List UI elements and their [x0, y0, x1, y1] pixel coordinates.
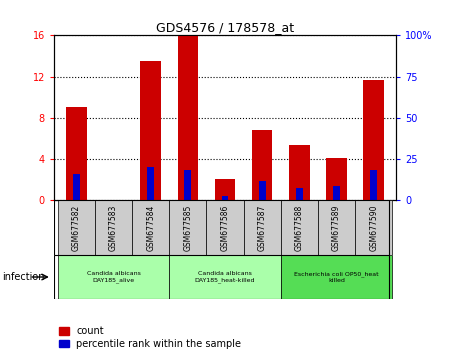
Text: GSM677585: GSM677585: [183, 204, 192, 251]
Bar: [243, 200, 281, 255]
Bar: [289, 145, 310, 200]
Text: Escherichia coli OP50_heat
killed: Escherichia coli OP50_heat killed: [294, 271, 379, 283]
Text: GSM677583: GSM677583: [109, 204, 118, 251]
Bar: [140, 61, 161, 200]
Bar: [178, 36, 198, 200]
Text: GSM677582: GSM677582: [72, 204, 81, 251]
Text: GSM677586: GSM677586: [220, 204, 230, 251]
Bar: [296, 188, 303, 200]
Bar: [281, 200, 318, 255]
Bar: [169, 255, 281, 299]
Bar: [364, 80, 384, 200]
Text: Candida albicans
DAY185_alive: Candida albicans DAY185_alive: [86, 271, 140, 283]
Bar: [207, 200, 243, 255]
Bar: [58, 255, 169, 299]
Bar: [184, 170, 191, 200]
Bar: [252, 130, 272, 200]
Bar: [169, 200, 207, 255]
Bar: [259, 182, 266, 200]
Text: GSM677588: GSM677588: [295, 204, 304, 251]
Bar: [215, 179, 235, 200]
Bar: [222, 196, 228, 200]
Text: GSM677590: GSM677590: [369, 204, 378, 251]
Text: GSM677587: GSM677587: [258, 204, 267, 251]
Bar: [147, 167, 154, 200]
Text: GSM677584: GSM677584: [146, 204, 155, 251]
Bar: [326, 158, 347, 200]
Bar: [370, 170, 377, 200]
Bar: [355, 200, 392, 255]
Bar: [58, 200, 95, 255]
Legend: count, percentile rank within the sample: count, percentile rank within the sample: [59, 326, 241, 349]
Bar: [281, 255, 392, 299]
Bar: [73, 174, 80, 200]
Bar: [66, 107, 86, 200]
Text: infection: infection: [2, 272, 45, 282]
Title: GDS4576 / 178578_at: GDS4576 / 178578_at: [156, 21, 294, 34]
Bar: [333, 185, 340, 200]
Text: GSM677589: GSM677589: [332, 204, 341, 251]
Text: Candida albicans
DAY185_heat-killed: Candida albicans DAY185_heat-killed: [195, 271, 255, 283]
Bar: [318, 200, 355, 255]
Bar: [95, 200, 132, 255]
Bar: [132, 200, 169, 255]
